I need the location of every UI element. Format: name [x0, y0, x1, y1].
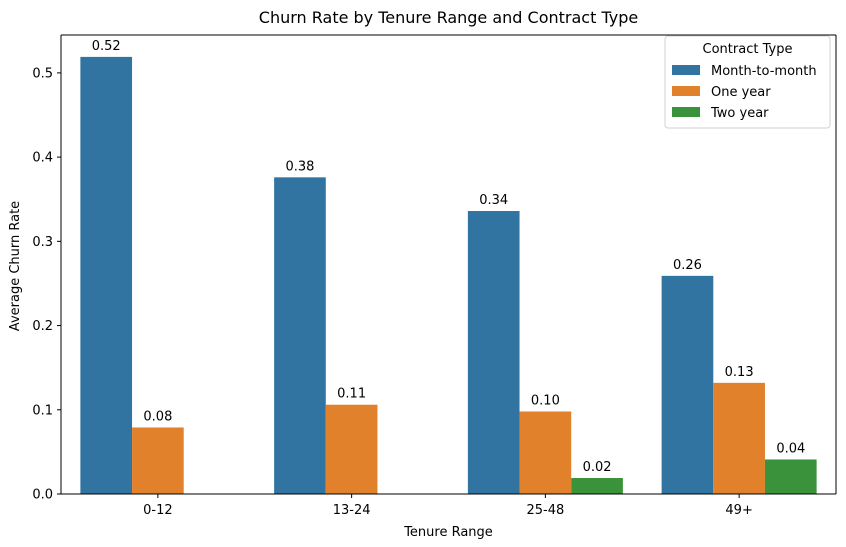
x-tick-label: 13-24	[333, 503, 371, 518]
legend-entry: One year	[711, 85, 771, 100]
bar-month-to-month-25-48	[467, 211, 520, 494]
legend: Contract Type Month-to-month One year Two y…	[664, 35, 831, 129]
legend-entry: Two year	[710, 106, 769, 121]
x-tick-label: 25-48	[526, 503, 564, 518]
bar-two-year-49+	[764, 459, 817, 494]
data-label: 0.34	[479, 193, 508, 208]
legend-box	[664, 35, 831, 129]
legend-swatch	[672, 107, 700, 117]
legend-title: Contract Type	[703, 42, 793, 57]
y-tick-label: 0.1	[32, 403, 53, 418]
y-axis-title: Average Churn Rate	[8, 201, 23, 331]
bar-month-to-month-13-24	[274, 177, 326, 495]
x-tick-label: 0-12	[143, 503, 173, 518]
data-label: 0.10	[531, 393, 560, 408]
data-label: 0.26	[673, 258, 702, 273]
y-tick-label: 0.5	[32, 66, 53, 81]
data-label: 0.11	[337, 387, 366, 402]
y-tick-label: 0.4	[32, 151, 53, 166]
bar-one-year-0-12	[132, 427, 184, 494]
bars-group	[80, 56, 817, 495]
axes-group: 0.0 0.1 0.2 0.3 0.4 0.5 0-12 13-24 25-48 49+	[32, 34, 837, 518]
x-tick-label: 49+	[725, 503, 752, 518]
y-tick-label: 0.0	[32, 488, 53, 503]
bar-one-year-49+	[713, 382, 765, 494]
y-tick-label: 0.3	[32, 235, 53, 250]
data-label: 0.38	[285, 159, 314, 174]
y-tick-label: 0.2	[32, 319, 53, 334]
bar-two-year-25-48	[571, 477, 623, 494]
data-label: 0.02	[583, 460, 612, 475]
chart-title: Churn Rate by Tenure Range and Contract …	[259, 8, 638, 27]
legend-swatch	[672, 65, 700, 75]
legend-swatch	[672, 86, 700, 96]
bar-one-year-13-24	[325, 404, 378, 494]
data-label: 0.08	[143, 409, 172, 424]
bar-labels-group: 0.52 0.38 0.34 0.26 0.08 0.11 0.10 0.13 0.02 0.04	[92, 39, 806, 475]
bar-one-year-25-48	[519, 411, 572, 494]
data-label: 0.04	[776, 441, 805, 456]
bar-month-to-month-49+	[661, 275, 714, 494]
data-label: 0.13	[725, 365, 754, 380]
bar-month-to-month-0-12	[80, 56, 133, 494]
legend-entry: Month-to-month	[711, 64, 817, 79]
data-label: 0.52	[92, 39, 121, 54]
x-axis-title: Tenure Range	[403, 525, 493, 540]
